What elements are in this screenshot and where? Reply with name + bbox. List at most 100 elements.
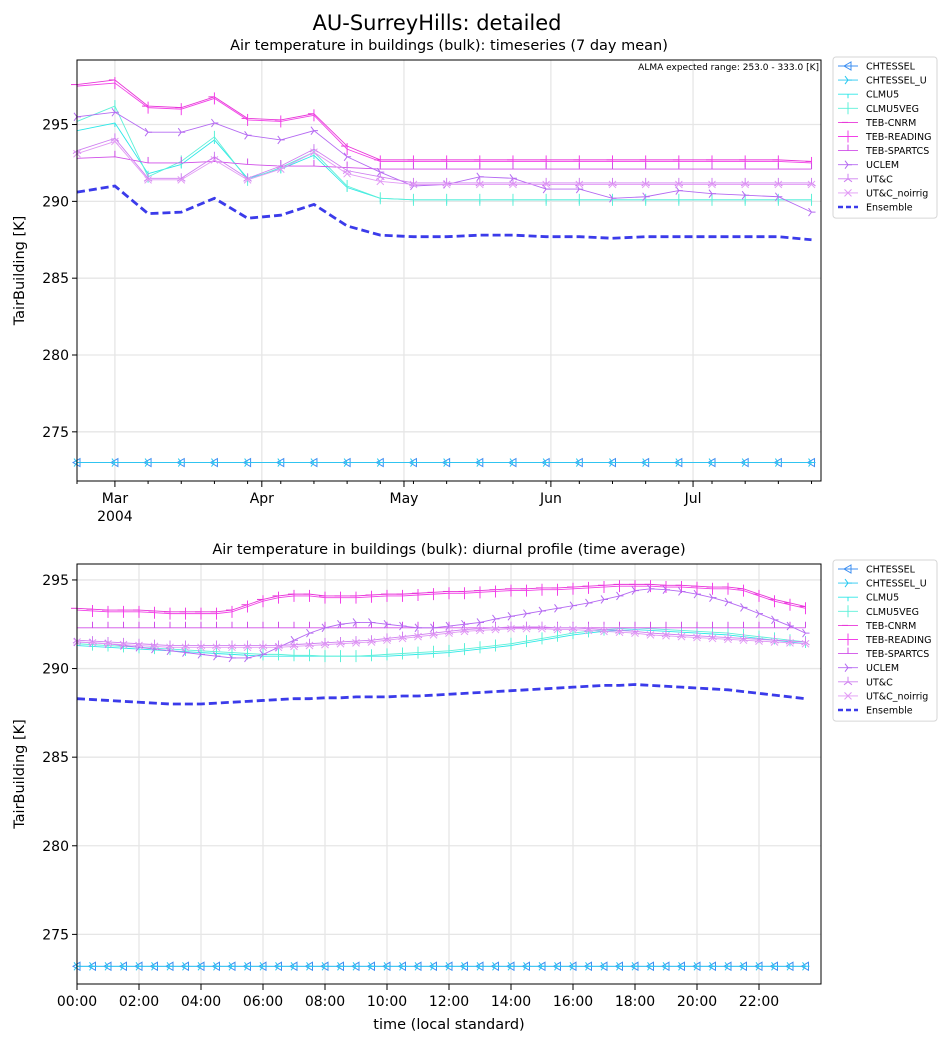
data-point-CHTESSEL_U xyxy=(675,458,683,467)
data-point-UT&C_noirrig xyxy=(305,641,314,650)
data-point-CHTESSEL_U xyxy=(647,961,655,971)
series-line-UT&C xyxy=(76,626,806,646)
series-UT&C_noirrig xyxy=(73,137,816,189)
data-point-CHTESSEL_U xyxy=(724,961,732,971)
data-point-UT&C_noirrig xyxy=(615,628,624,637)
x-axis-label: time (local standard) xyxy=(373,1017,524,1033)
data-point-UT&C_noirrig xyxy=(739,636,748,645)
legend: CHTESSEL CHTESSEL_U CLMU5 CLMU5VEG TEB-CNRM T… xyxy=(832,56,938,219)
data-point-UT&C_noirrig xyxy=(507,624,515,633)
data-point-UCLEM xyxy=(277,135,285,145)
data-point-CHTESSEL_U xyxy=(182,961,190,971)
data-point-CHTESSEL_U xyxy=(771,961,779,971)
data-point-UT&C_noirrig xyxy=(575,180,584,189)
data-point-CHTESSEL_U xyxy=(755,961,763,971)
data-point-UCLEM xyxy=(337,619,345,629)
legend-label: CLMU5 xyxy=(866,90,899,101)
data-point-UT&C_noirrig xyxy=(708,180,716,189)
data-point-UT&C_noirrig xyxy=(310,148,318,157)
data-point-CHTESSEL_U xyxy=(740,961,748,971)
data-point-UCLEM xyxy=(662,585,670,594)
data-point-CHTESSEL_U xyxy=(104,961,112,971)
x-tick-label: 08:00 xyxy=(305,994,345,1010)
y-tick-label: 275 xyxy=(42,927,69,943)
data-point-UT&C_noirrig xyxy=(343,169,351,178)
data-point-CHTESSEL_U xyxy=(616,961,624,971)
legend-label: TEB-READING xyxy=(865,132,931,143)
data-point-UCLEM xyxy=(678,587,686,596)
data-point-UT&C_noirrig xyxy=(383,636,391,645)
data-point-UT&C_noirrig xyxy=(460,627,469,636)
legend-marker-UCLEM xyxy=(844,160,852,169)
data-point-UT&C_noirrig xyxy=(414,632,422,641)
data-point-UT&C_noirrig xyxy=(144,175,152,184)
data-point-CHTESSEL_U xyxy=(808,458,816,467)
x-tick-label: 00:00 xyxy=(57,994,97,1010)
data-point-UT&C_noirrig xyxy=(119,640,128,649)
data-point-UCLEM xyxy=(244,653,252,663)
data-point-UCLEM xyxy=(724,597,732,607)
data-point-UT&C_noirrig xyxy=(509,180,517,189)
legend-label: UT&C_noirrig xyxy=(866,188,928,199)
legend-label: TEB-CNRM xyxy=(865,118,916,129)
data-point-CHTESSEL_U xyxy=(554,961,562,971)
data-point-UCLEM xyxy=(741,190,750,200)
data-point-UCLEM xyxy=(476,618,484,627)
series-line-Ensemble xyxy=(76,184,812,242)
legend-label: TEB-SPARTCS xyxy=(865,146,929,157)
data-point-UT&C_noirrig xyxy=(646,631,655,639)
data-point-UCLEM xyxy=(197,650,205,659)
data-point-CHTESSEL_U xyxy=(509,458,517,467)
data-point-UCLEM xyxy=(177,127,186,137)
data-point-CHTESSEL_U xyxy=(228,961,236,971)
data-point-CHTESSEL_U xyxy=(177,458,186,467)
x-tick-label: 18:00 xyxy=(615,994,655,1010)
data-point-UCLEM xyxy=(306,628,314,638)
legend-marker-UT&C_noirrig xyxy=(844,189,852,197)
data-point-UT&C_noirrig xyxy=(542,180,550,189)
data-point-CHTESSEL_U xyxy=(376,458,385,467)
data-point-UCLEM xyxy=(575,184,584,194)
chart-2: 275 280 285 290 295 Air temperature in buildi… xyxy=(12,542,938,1033)
legend-label: UCLEM xyxy=(866,160,899,171)
data-point-CHTESSEL_U xyxy=(337,961,345,971)
data-point-UCLEM xyxy=(368,618,376,627)
data-point-UT&C_noirrig xyxy=(584,626,593,635)
y-tick-label: 295 xyxy=(42,118,69,134)
x-tick-label: Jul xyxy=(684,491,702,507)
data-point-UT&C_noirrig xyxy=(677,632,686,641)
data-point-UCLEM xyxy=(244,130,252,140)
data-point-CHTESSEL_U xyxy=(585,961,593,971)
data-point-CHTESSEL_U xyxy=(410,458,418,467)
x-tick-label: 02:00 xyxy=(119,994,159,1010)
data-point-CHTESSEL_U xyxy=(523,961,531,971)
data-point-UT&C_noirrig xyxy=(445,629,453,637)
data-point-CHTESSEL_U xyxy=(631,961,639,971)
data-point-UT&C_noirrig xyxy=(724,635,732,644)
x-tick-label: 06:00 xyxy=(243,994,283,1010)
legend-marker-CHTESSEL xyxy=(842,61,852,71)
data-point-UCLEM xyxy=(492,614,500,624)
data-point-CHTESSEL_U xyxy=(120,961,128,971)
figure-suptitle: AU-SurreyHills: detailed xyxy=(313,11,562,35)
data-point-UT&C_noirrig xyxy=(376,177,385,186)
y-tick-label: 285 xyxy=(42,750,69,766)
data-point-CHTESSEL_U xyxy=(197,961,205,971)
chart-title: Air temperature in buildings (bulk): diu… xyxy=(212,542,685,558)
data-point-UCLEM xyxy=(228,653,236,663)
data-point-UT&C_noirrig xyxy=(770,638,779,646)
data-point-UCLEM xyxy=(693,589,701,599)
data-point-CHTESSEL_U xyxy=(368,961,376,971)
data-point-UCLEM xyxy=(414,623,422,633)
data-point-UCLEM xyxy=(600,595,608,604)
data-point-UT&C_noirrig xyxy=(442,180,451,189)
data-point-UT&C_noirrig xyxy=(807,180,816,189)
data-point-UCLEM xyxy=(808,207,816,217)
series-CLMU5 xyxy=(76,122,813,204)
data-point-UCLEM xyxy=(740,603,748,612)
data-point-UT&C_noirrig xyxy=(553,625,562,634)
legend-label: UT&C xyxy=(866,677,893,688)
data-point-CHTESSEL_U xyxy=(414,961,422,971)
legend-label: CHTESSEL_U xyxy=(866,579,927,590)
data-point-CHTESSEL_U xyxy=(492,961,500,971)
